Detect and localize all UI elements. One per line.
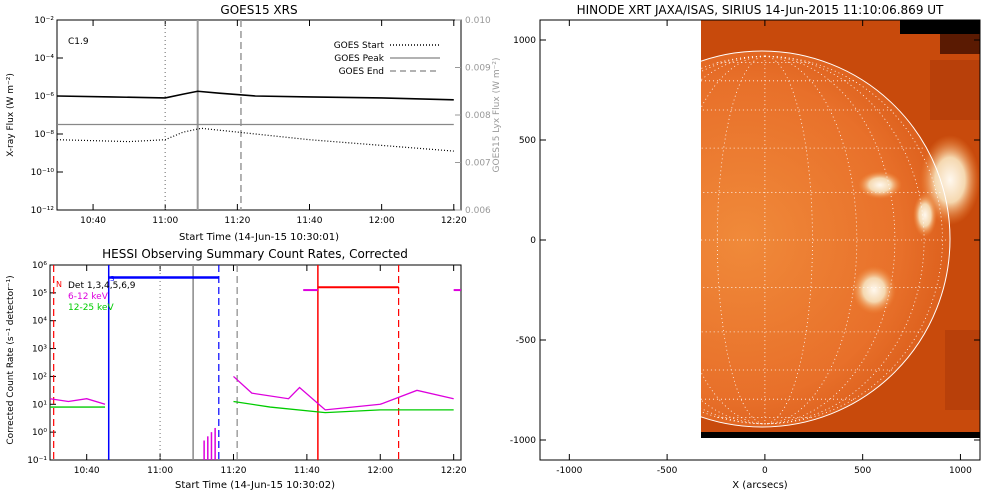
hessi-series-1-b <box>233 400 454 414</box>
hessi-xlabel: Start Time (14-Jun-15 10:30:02) <box>175 480 335 491</box>
hessi-ytick-label: 10⁵ <box>32 289 47 299</box>
goes-ylabel-left: X-ray Flux (W m⁻²) <box>6 73 16 157</box>
goes-ytick-label: 10⁻¹⁰ <box>31 168 55 178</box>
xrt-xtick-label: 0 <box>762 466 768 476</box>
goes-xtick-label: 11:20 <box>224 216 250 226</box>
xrt-xtick-label: -500 <box>657 466 678 476</box>
xrt-ytick-label: 1000 <box>513 36 536 46</box>
goes-series-line-0 <box>57 90 454 101</box>
hessi-ytick-label: 10⁻¹ <box>27 456 47 466</box>
goes-y2tick-label: 0.006 <box>465 206 491 216</box>
hessi-ticks: 10:40 11:00 11:20 11:40 12:00 12:20 10⁻¹ 10⁰ 10¹… <box>27 261 467 476</box>
goes-legend: GOES Start GOES Peak GOES End <box>334 41 440 77</box>
goes-ytick-label: 10⁻⁴ <box>34 54 54 64</box>
xrt-active-region-north <box>858 171 902 199</box>
goes-plot-frame <box>56 19 462 211</box>
hessi-ylabel: Corrected Count Rate (s⁻¹ detector⁻¹) <box>6 275 16 444</box>
hessi-n-label: N <box>56 280 62 289</box>
goes-ylabel-right: GOES15 Lyx Flux (W m⁻²) <box>492 58 502 173</box>
goes-panel: GOES15 XRS 10:40 11:00 11:20 11:40 12:00 12:2… <box>6 3 502 243</box>
xrt-panel: HINODE XRT JAXA/ISAS, SIRIUS 14-Jun-2015… <box>510 3 981 491</box>
xrt-offdisk-block2 <box>945 330 980 410</box>
goes-y2tick-label: 0.007 <box>465 159 491 169</box>
goes-legend-label: GOES Peak <box>334 54 384 64</box>
xrt-active-region-east <box>913 193 937 237</box>
hessi-series-0-a <box>50 398 106 405</box>
hessi-s-label: S <box>110 275 115 283</box>
xrt-image <box>540 20 980 460</box>
goes-xlabel: Start Time (14-Jun-15 10:30:01) <box>179 232 339 243</box>
goes-ytick-label: 10⁻⁸ <box>34 130 54 140</box>
goes-xtick-label: 10:40 <box>80 216 106 226</box>
xrt-active-region-limb <box>920 135 980 225</box>
goes-y2tick-label: 0.010 <box>465 16 491 26</box>
goes-legend-label: GOES Start <box>334 41 385 51</box>
hessi-xtick-label: 11:40 <box>294 466 320 476</box>
goes-title: GOES15 XRS <box>220 3 297 17</box>
goes-ytick-label: 10⁻⁶ <box>34 92 54 102</box>
xrt-ytick-label: 500 <box>519 136 536 146</box>
goes-series-line-2 <box>57 127 454 152</box>
goes-xtick-label: 12:20 <box>441 216 467 226</box>
xrt-grid-longitude <box>764 55 858 425</box>
xrt-xtick-label: 500 <box>854 466 871 476</box>
xrt-offdisk-block1 <box>930 60 980 120</box>
xrt-ytick-label: -1000 <box>510 436 536 446</box>
hessi-series <box>50 265 461 460</box>
hessi-ytick-label: 10⁰ <box>32 428 47 438</box>
hessi-ytick-label: 10² <box>32 372 47 382</box>
goes-series <box>57 20 454 210</box>
hessi-ytick-label: 10⁴ <box>32 317 47 327</box>
goes-ytick-label: 10⁻¹² <box>31 206 55 216</box>
goes-legend-label: GOES End <box>339 67 384 77</box>
hessi-panel: HESSI Observing Summary Count Rates, Cor… <box>6 247 467 491</box>
hessi-title: HESSI Observing Summary Count Rates, Cor… <box>102 247 408 261</box>
xrt-ytick-label: 0 <box>530 236 536 246</box>
hessi-xtick-label: 12:00 <box>367 466 393 476</box>
hessi-xtick-label: 11:00 <box>147 466 173 476</box>
goes-y2tick-label: 0.009 <box>465 64 491 74</box>
xrt-grid-longitude <box>764 55 896 425</box>
xrt-ytick-label: -500 <box>516 336 537 346</box>
goes-flare-class: C1.9 <box>68 37 89 47</box>
hessi-xtick-label: 10:40 <box>74 466 100 476</box>
hessi-legend-6-12: 6-12 keV <box>68 292 109 302</box>
goes-xtick-label: 12:00 <box>369 216 395 226</box>
xrt-left-mask <box>540 20 701 460</box>
goes-xtick-label: 11:00 <box>152 216 178 226</box>
hessi-ytick-label: 10⁶ <box>32 261 47 271</box>
hessi-ytick-label: 10³ <box>32 345 47 355</box>
xrt-bottom-dark-strip <box>701 432 980 438</box>
goes-xtick-label: 11:40 <box>297 216 323 226</box>
xrt-grid-longitude <box>672 55 765 425</box>
hessi-det-label: Det 1,3,4,5,6,9 <box>68 281 136 291</box>
hessi-xtick-label: 11:20 <box>221 466 247 476</box>
goes-y2tick-label: 0.008 <box>465 111 491 121</box>
xrt-title: HINODE XRT JAXA/ISAS, SIRIUS 14-Jun-2015… <box>577 3 944 17</box>
xrt-corner-dark-top <box>900 20 980 34</box>
xrt-corner-dark-top2 <box>940 34 980 54</box>
xrt-xtick-label: 1000 <box>949 466 972 476</box>
hessi-xtick-label: 12:20 <box>441 466 467 476</box>
xrt-active-region-south <box>852 266 896 314</box>
hessi-legend-12-25: 12-25 keV <box>68 303 114 313</box>
goes-ticks: 10:40 11:00 11:20 11:40 12:00 12:20 10⁻¹² 10⁻¹⁰… <box>31 16 491 226</box>
xrt-ticks: -1000 -500 0 500 1000 -1000 -500 0 500 1000 <box>510 20 980 476</box>
hessi-ytick-label: 10¹ <box>32 400 47 410</box>
hessi-series-0-b <box>233 375 454 411</box>
hessi-plot-frame <box>49 264 462 461</box>
xrt-xlabel: X (arcsecs) <box>732 480 788 491</box>
xrt-xtick-label: -1000 <box>556 466 582 476</box>
goes-ytick-label: 10⁻² <box>34 16 54 26</box>
